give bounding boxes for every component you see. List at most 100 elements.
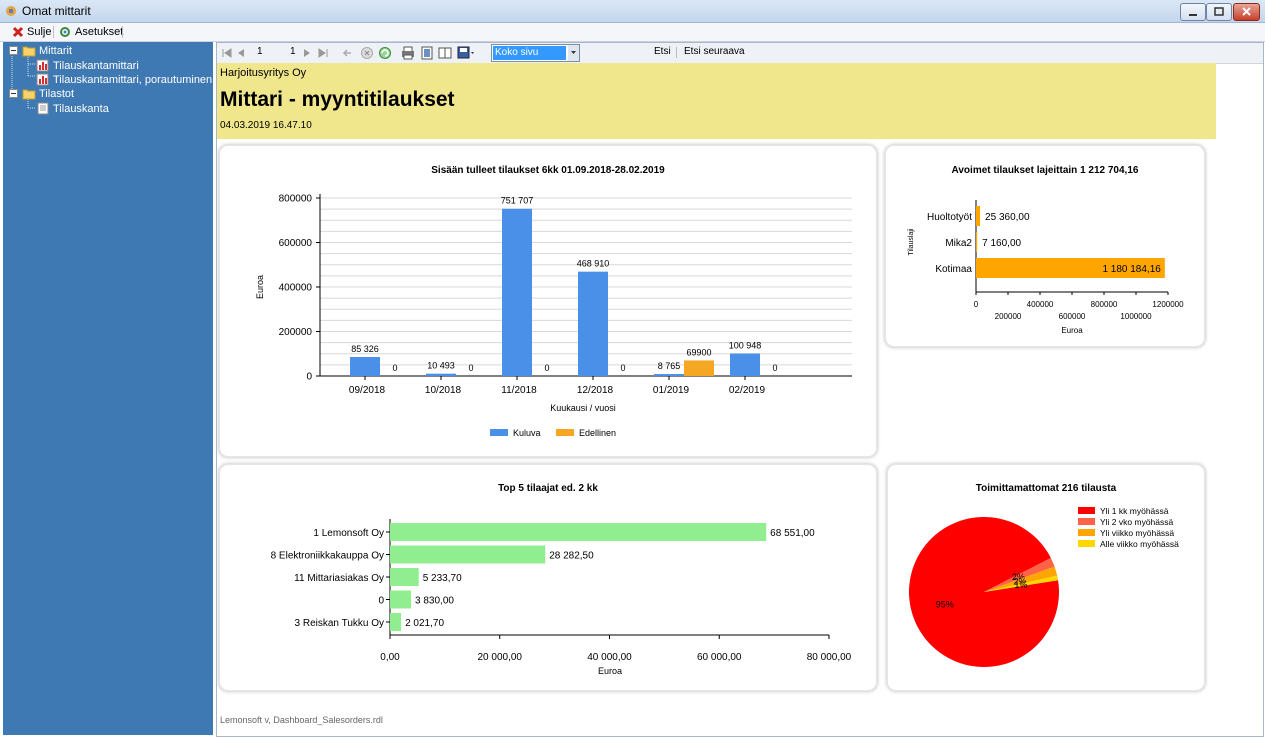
x-tick-label: 0 [974, 300, 979, 309]
x-tick-label: 40 000,00 [587, 652, 632, 663]
bar [350, 357, 380, 376]
slice-label: 2% [1012, 572, 1025, 582]
settings-icon [60, 27, 70, 37]
collapse-icon[interactable] [9, 89, 19, 99]
tree-item-tilauskantamittari[interactable]: Tilauskantamittari [36, 59, 139, 72]
data-label: 751 707 [501, 196, 534, 206]
category-label: Mika2 [945, 238, 972, 249]
close-icon [1242, 7, 1251, 16]
print-layout-icon[interactable] [420, 46, 434, 60]
pie-slice [909, 517, 1059, 668]
company-name: Harjoitusyritys Oy [220, 67, 307, 79]
toolbar-separator [122, 26, 123, 38]
tree-label: Mittarit [39, 45, 72, 57]
pie-slice [984, 557, 1055, 592]
x-tick-label: 0,00 [380, 652, 400, 663]
x-tick-label: 1200000 [1152, 300, 1184, 309]
category-label: Kotimaa [935, 264, 972, 275]
x-tick-label: 60 000,00 [697, 652, 742, 663]
category-label: Huoltotyöt [927, 212, 972, 223]
report-footer: Lemonsoft v, Dashboard_Salesorders.rdl [220, 715, 383, 725]
legend-label: Edellinen [579, 428, 616, 438]
minimize-icon [1189, 14, 1197, 16]
minimize-button[interactable] [1180, 3, 1206, 21]
legend-label: Alle viikko myöhässä [1100, 539, 1179, 549]
data-label: 3 830,00 [415, 596, 454, 607]
top5-customers-panel: Top 5 tilaajat ed. 2 kk 0,00 20 000,00 40 … [219, 464, 877, 691]
total-pages: 1 [290, 46, 296, 57]
chevron-down-icon[interactable] [568, 45, 579, 61]
slice-label: 95% [936, 600, 954, 610]
tree-label: Tilauskantamittari, porautuminen [53, 73, 213, 86]
window-title: Omat mittarit [22, 4, 91, 18]
data-label: 0 [772, 363, 777, 373]
report-title: Mittari - myyntitilaukset [220, 88, 455, 111]
close-window-button[interactable] [1233, 3, 1260, 21]
x-axis-label: Kuukausi / vuosi [550, 403, 616, 413]
category-label: 11 Mittariasiakas Oy [294, 573, 384, 584]
bar [578, 271, 608, 376]
tree-node-mittarit[interactable]: Mittarit [9, 45, 72, 57]
data-label: 468 910 [577, 259, 610, 269]
close-button[interactable]: Sulje [12, 24, 51, 40]
report-toolbar: 1 1 Koko sivu Etsi Etsi seuraava [217, 43, 1263, 64]
find-link[interactable]: Etsi [654, 46, 671, 57]
x-tick-label: 600000 [1059, 312, 1086, 321]
tree-node-tilastot[interactable]: Tilastot [9, 88, 74, 100]
slice-label: 1% [1014, 580, 1027, 590]
pie-slice [984, 575, 1059, 592]
tree-item-tilauskanta[interactable]: Tilauskanta [36, 102, 109, 115]
bar [390, 613, 402, 631]
last-page-icon[interactable] [317, 47, 329, 59]
legend-swatch [1078, 540, 1095, 547]
page-number-input[interactable]: 1 [257, 46, 263, 57]
next-page-icon[interactable] [302, 47, 312, 59]
slice-label: 2% [1014, 577, 1027, 587]
close-button-label: Sulje [27, 26, 52, 38]
report-icon [36, 73, 49, 86]
x-axis-label: Euroa [1061, 326, 1083, 335]
category-label: 3 Reiskan Tukku Oy [295, 618, 384, 629]
legend-swatch [490, 429, 508, 436]
zoom-select[interactable]: Koko sivu [491, 44, 580, 62]
data-label: 25 360,00 [985, 212, 1030, 223]
legend-swatch [1078, 529, 1095, 536]
bar [390, 523, 767, 541]
data-label: 7 160,00 [982, 238, 1021, 249]
data-label: 5 233,70 [423, 573, 462, 584]
data-label: 100 948 [729, 341, 762, 351]
bar [502, 208, 532, 376]
category-label: 0 [378, 596, 384, 607]
legend-label: Yli viikko myöhässä [1100, 528, 1174, 538]
report-icon [36, 59, 49, 72]
y-tick-label: 400000 [279, 283, 313, 294]
previous-page-icon[interactable] [236, 47, 246, 59]
undelivered-orders-panel: Toimittamattomat 216 tilausta 95% 2% 2% 1% Y… [887, 464, 1205, 691]
bar [426, 373, 456, 376]
settings-button[interactable]: Asetukset [59, 24, 123, 40]
print-icon[interactable] [401, 46, 415, 60]
navigation-tree: Mittarit Tilauskantamittari Tilauskantam… [3, 42, 213, 735]
collapse-icon[interactable] [9, 46, 19, 56]
legend-label: Kuluva [513, 428, 541, 438]
document-icon [37, 102, 49, 115]
x-tick-label: 1000000 [1120, 312, 1152, 321]
page-setup-icon[interactable] [438, 46, 452, 60]
first-page-icon[interactable] [221, 47, 233, 59]
find-next-link[interactable]: Etsi seuraava [684, 46, 745, 57]
data-label: 0 [468, 363, 473, 373]
export-icon[interactable] [457, 46, 477, 60]
legend-swatch [1078, 518, 1095, 525]
refresh-icon[interactable] [378, 46, 392, 60]
back-icon[interactable] [342, 47, 354, 59]
stop-icon[interactable] [360, 46, 374, 60]
y-tick-label: 800000 [279, 194, 313, 205]
maximize-button[interactable] [1206, 3, 1232, 21]
red-x-icon [12, 26, 24, 38]
x-tick-label: 11/2018 [501, 385, 537, 396]
tree-label: Tilauskanta [53, 102, 109, 115]
bar [390, 568, 419, 586]
tree-item-tilauskantamittari-porautuminen[interactable]: Tilauskantamittari, porautuminen [36, 73, 212, 86]
bar [684, 360, 714, 376]
pie-slice [984, 566, 1058, 592]
